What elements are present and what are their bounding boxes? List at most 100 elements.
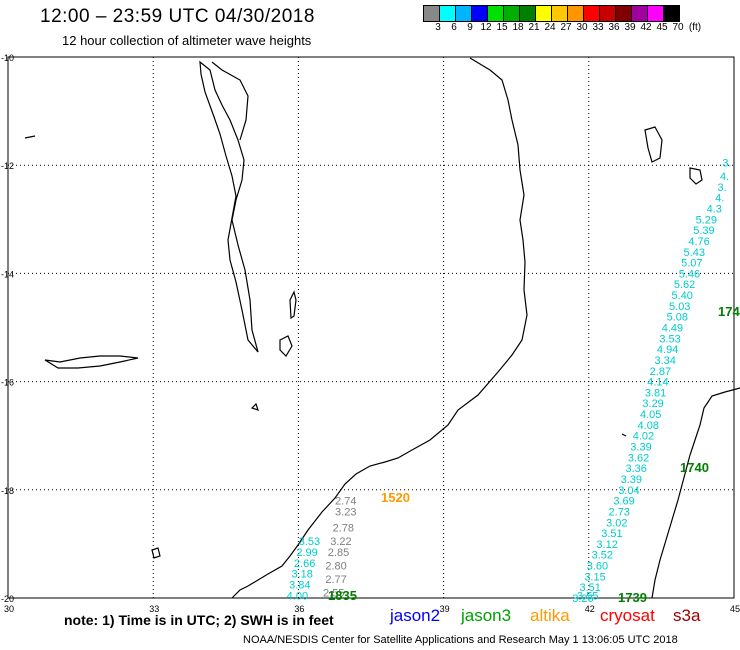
swh-value: 3.39 [630, 442, 651, 454]
lat-label: -16 [1, 378, 14, 388]
swh-value: 5.62 [674, 279, 695, 291]
scale-label: 42 [640, 22, 652, 33]
swh-value: 3.60 [587, 561, 608, 573]
swh-value: 5.40 [671, 290, 692, 302]
swh-value: 3.29 [642, 398, 663, 410]
swh-value: 5.07 [681, 258, 702, 270]
swh-value: 3.39 [621, 474, 642, 486]
scale-label: 3 [435, 22, 441, 33]
scale-unit: (ft) [688, 22, 702, 33]
lon-label: 39 [440, 604, 450, 614]
scale-label: 15 [496, 22, 508, 33]
coastline [24, 57, 740, 599]
swh-value: 5.29 [696, 214, 717, 226]
swh-value: 5.08 [667, 312, 688, 324]
swh-value: 3.15 [584, 571, 605, 583]
map-border [7, 56, 735, 599]
swh-value: 3.69 [613, 496, 634, 508]
swh-value: 4.14 [647, 377, 668, 389]
swh-value: 3.51 [579, 582, 600, 594]
lat-label: -14 [1, 269, 14, 279]
swh-value: 4. [715, 193, 724, 205]
map-title: 12:00 – 23:59 UTC 04/30/2018 [40, 6, 315, 27]
lat-label: -10 [1, 53, 14, 63]
scale-label: 18 [512, 22, 524, 33]
swh-value: 2.99 [296, 547, 317, 559]
map-frame [7, 56, 735, 599]
swh-value: 3.81 [645, 387, 666, 399]
swh-value: 3.36 [625, 463, 646, 475]
swh-value: 3.84 [289, 579, 310, 591]
swh-value: 5.39 [693, 225, 714, 237]
swh-value: 2.74 [335, 496, 356, 508]
scale-swatch [663, 5, 680, 22]
satellite-legend-item: s3a [673, 606, 701, 625]
swh-value: 2.85 [328, 547, 349, 559]
swh-value: 4. [720, 171, 729, 183]
swh-value: 3.53 [299, 536, 320, 548]
lat-lon-grid [8, 57, 734, 598]
swh-value: 3.52 [592, 550, 613, 562]
lon-label: 36 [294, 604, 304, 614]
satellite-legend-item: jason3 [461, 606, 512, 625]
swh-value: 5.03 [669, 301, 690, 313]
swh-value: 4.3 [707, 203, 722, 215]
lon-label: 30 [4, 604, 14, 614]
scale-label: 36 [608, 22, 620, 33]
swh-value: 2.78 [333, 523, 354, 535]
scale-label: 9 [467, 22, 473, 33]
track-time-label: 1520 [381, 490, 410, 505]
longitude-labels: 30 33 36 39 42 45 [4, 604, 740, 614]
scale-label: 24 [544, 22, 556, 33]
satellite-legend-item: jason2 [390, 606, 441, 625]
swh-value: 4.49 [662, 323, 683, 335]
swh-value: 3.55 [577, 590, 598, 602]
scale-label: 30 [576, 22, 588, 33]
lon-label: 33 [149, 604, 159, 614]
swh-value: 3.23 [335, 506, 356, 518]
scale-label: 39 [624, 22, 636, 33]
swh-value: 3.18 [291, 569, 312, 581]
swh-value: 3.51 [601, 528, 622, 540]
swh-value: 2.80 [325, 561, 346, 573]
swh-value: 2.77 [325, 574, 346, 586]
swh-value: 3.02 [606, 517, 627, 529]
lon-label: 42 [585, 604, 595, 614]
swh-value: 2.55 [323, 588, 344, 600]
scale-label: 6 [451, 22, 457, 33]
swh-value: 3.53 [659, 333, 680, 345]
altimeter-tracks: 3.4.3.4.4.35.295.394.765.435.075.465.625… [287, 157, 732, 605]
swh-value: 3. [722, 157, 731, 169]
swh-value: 3.26 [572, 593, 593, 605]
scale-label: 33 [592, 22, 604, 33]
swh-value: 3.62 [628, 452, 649, 464]
lat-label: -18 [1, 486, 14, 496]
swh-value: 3. [718, 182, 727, 194]
swh-value: 4.00 [287, 590, 308, 602]
swh-value: 3.12 [596, 539, 617, 551]
note-text: note: 1) Time is in UTC; 2) SWH is in fe… [64, 612, 334, 628]
lat-label: -20 [1, 594, 14, 604]
swh-value: 4.08 [638, 420, 659, 432]
color-scale [423, 5, 680, 22]
swh-value: 2.66 [294, 558, 315, 570]
scale-label: 70 [672, 22, 684, 33]
swh-value: 4.94 [657, 344, 678, 356]
swh-value: 2.73 [609, 506, 630, 518]
track-time-label: 1835 [328, 588, 357, 603]
swh-value: 3.22 [330, 536, 351, 548]
satellite-legend-item: cryosat [600, 606, 655, 625]
swh-value: 3.34 [654, 355, 675, 367]
lon-label: 45 [730, 604, 740, 614]
swh-value: 4.76 [688, 236, 709, 248]
scale-label: 12 [480, 22, 492, 33]
lat-label: -12 [1, 161, 14, 171]
scale-label: 21 [528, 22, 540, 33]
swh-value: 5.46 [679, 268, 700, 280]
scale-label: 45 [656, 22, 668, 33]
swh-value: 2.87 [650, 366, 671, 378]
track-time-label: 1739 [618, 590, 647, 605]
track-time-label: 1740 [680, 460, 709, 475]
credit-text: NOAA/NESDIS Center for Satellite Applica… [243, 634, 678, 646]
